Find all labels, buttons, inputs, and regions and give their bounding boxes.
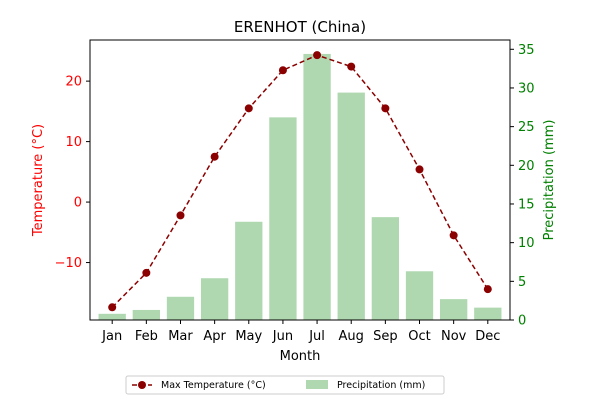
legend: Max Temperature (°C) Precipitation (mm) (125, 375, 445, 395)
legend-bar-swatch (306, 380, 328, 389)
right-tick-label: 15 (518, 197, 535, 212)
right-tick-label: 5 (518, 275, 526, 290)
x-tick-label: Oct (408, 329, 430, 344)
temperature-point-apr (210, 152, 219, 161)
temperature-point-jul (313, 51, 322, 60)
temperature-point-mar (176, 211, 185, 220)
right-axis-ticks: 0 5 10 15 20 25 30 35 (510, 43, 535, 329)
left-tick-label: −10 (55, 256, 82, 271)
right-tick-label: 35 (518, 43, 535, 58)
precipitation-bar-jan (98, 313, 126, 320)
precipitation-bar-may (235, 221, 263, 320)
legend-label-precipitation: Precipitation (mm) (337, 380, 425, 391)
right-tick-label: 20 (518, 159, 535, 174)
left-tick-label: 20 (65, 75, 82, 90)
right-tick-label: 25 (518, 120, 535, 135)
precipitation-bar-nov (440, 299, 468, 320)
precipitation-bar-dec (474, 307, 502, 320)
temperature-line (108, 51, 492, 312)
x-tick-label: Jan (101, 329, 122, 344)
precipitation-bar-sep (371, 217, 400, 320)
x-axis-label: Month (280, 349, 321, 364)
legend-marker-swatch (138, 381, 146, 389)
chart-title: ERENHOT (China) (234, 18, 366, 36)
right-axis-label: Precipitation (mm) (542, 120, 557, 241)
temperature-point-nov (449, 231, 458, 240)
temperature-point-oct (415, 165, 424, 174)
precipitation-bar-mar (166, 296, 195, 320)
temperature-point-sep (381, 104, 390, 113)
x-tick-label: Apr (203, 329, 226, 344)
right-tick-label: 10 (518, 236, 535, 251)
left-tick-label: 0 (74, 196, 82, 211)
temperature-point-dec (483, 285, 492, 294)
x-tick-label: Sep (373, 329, 398, 344)
precipitation-bar-feb (132, 309, 160, 320)
legend-box (125, 375, 445, 395)
temperature-point-feb (142, 268, 151, 277)
temperature-series-line (111, 54, 489, 308)
x-tick-label: May (235, 329, 262, 344)
x-tick-label: Jul (308, 329, 325, 344)
plot-area-frame (89, 39, 511, 321)
x-tick-label: Nov (441, 329, 467, 344)
x-tick-label: Aug (339, 329, 364, 344)
precipitation-bar-apr (200, 278, 229, 320)
x-tick-label: Feb (135, 329, 158, 344)
left-axis-ticks: −10 0 10 20 (55, 75, 90, 271)
left-axis-label: Temperature (°C) (31, 124, 46, 237)
precipitation-bar-jul (303, 53, 331, 320)
precipitation-bar-oct (405, 271, 434, 320)
precipitation-bar-aug (337, 92, 365, 321)
temperature-point-jun (278, 66, 287, 75)
right-tick-label: 0 (518, 314, 526, 329)
precipitation-bars (98, 53, 502, 321)
precipitation-bar-jun (269, 117, 297, 320)
left-tick-label: 10 (65, 135, 82, 150)
x-tick-label: Jun (272, 329, 293, 344)
temperature-point-may (244, 104, 253, 113)
x-tick-label: Mar (168, 329, 193, 344)
temperature-point-jan (108, 303, 117, 312)
temperature-point-aug (347, 62, 356, 71)
legend-label-temperature: Max Temperature (°C) (161, 380, 266, 391)
right-tick-label: 30 (518, 81, 535, 96)
x-tick-label: Dec (475, 329, 500, 344)
x-axis-ticks: Jan Feb Mar Apr May Jun Jul Aug Sep Oct Nov Dec (101, 320, 500, 344)
